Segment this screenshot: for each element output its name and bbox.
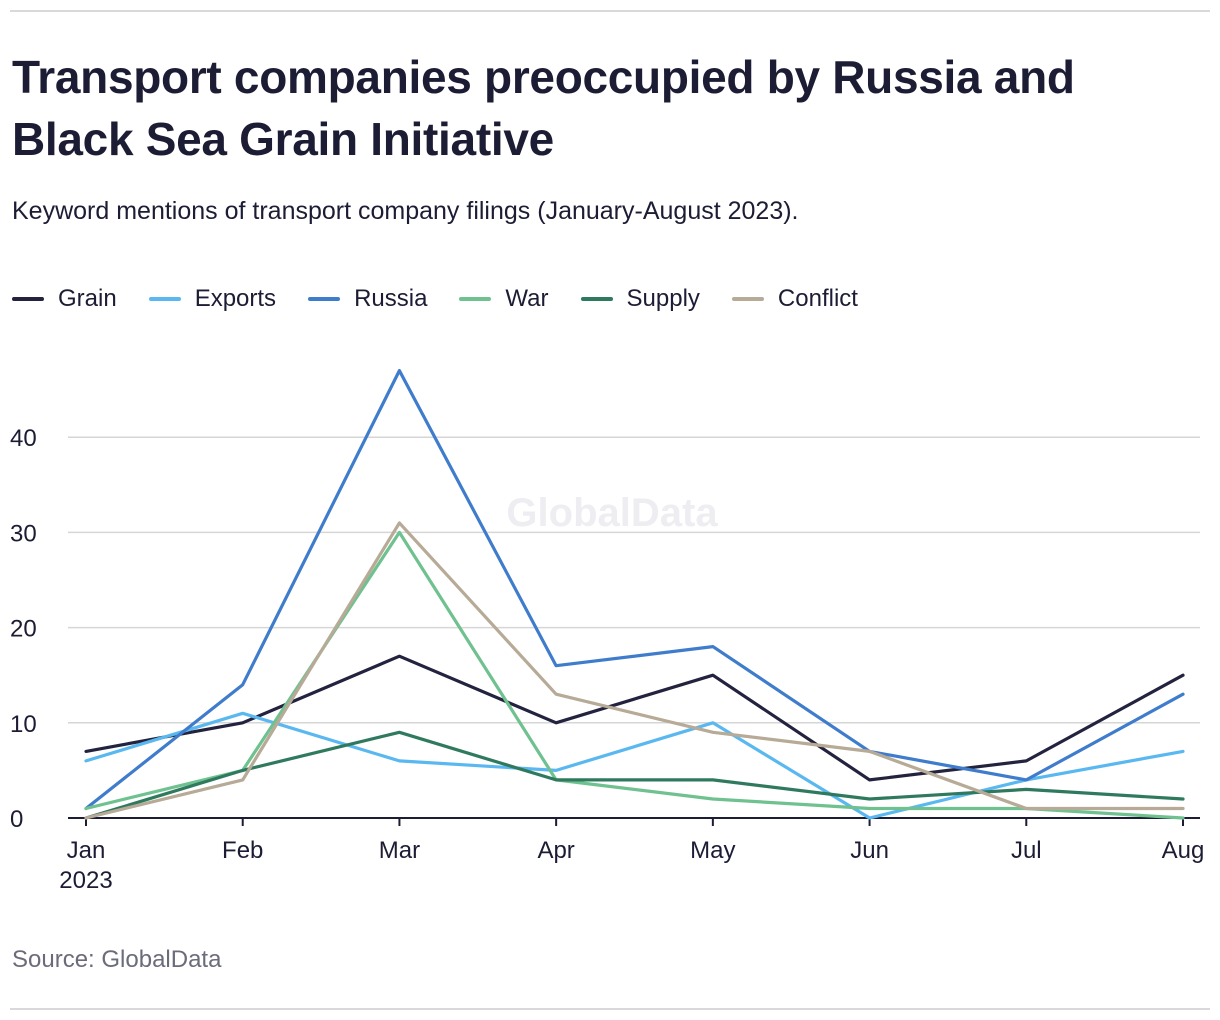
legend-swatch-war	[459, 297, 492, 301]
y-tick-label-10: 10	[10, 711, 37, 738]
line-chart: GlobalData 0 10 20 30 40 Jan 2023 Feb Mar Apr May…	[10, 368, 1205, 894]
legend-swatch-grain	[12, 297, 44, 301]
x-tick-label-apr: Apr	[537, 837, 574, 864]
watermark: GlobalData	[506, 491, 718, 535]
y-tick-label-20: 20	[10, 616, 37, 643]
legend-swatch-supply	[580, 297, 613, 301]
legend-swatch-russia	[308, 297, 341, 301]
legend-label-exports: Exports	[194, 285, 277, 312]
legend-label-supply: Supply	[626, 285, 700, 312]
y-tick-label-30: 30	[10, 520, 37, 547]
series-line-war	[84, 530, 1185, 820]
chart-title: Transport companies preoccupied by Russi…	[12, 51, 1075, 165]
y-tick-label-40: 40	[10, 425, 37, 452]
legend-label-grain: Grain	[58, 285, 117, 312]
grid-lines	[68, 436, 1200, 724]
series-line-russia	[84, 368, 1185, 811]
x-tick-sublabel-year: 2023	[59, 867, 112, 894]
legend-label-russia: Russia	[354, 285, 428, 312]
legend-item-exports: Exports	[148, 284, 277, 314]
legend-label-conflict: Conflict	[777, 285, 858, 312]
x-tick-label-mar: Mar	[379, 837, 420, 864]
series-line-supply	[84, 730, 1185, 820]
series-lines	[84, 368, 1185, 820]
x-tick-label-feb: Feb	[222, 837, 263, 864]
legend-item-russia: Russia	[308, 284, 427, 314]
source-note: Source: GlobalData	[12, 946, 222, 973]
bottom-divider	[10, 1008, 1210, 1010]
y-tick-label-0: 0	[10, 806, 23, 833]
x-tick-label-may: May	[690, 837, 735, 864]
y-axis: 0 10 20 30 40	[10, 425, 37, 833]
x-tick-label-aug: Aug	[1162, 837, 1205, 864]
x-tick-label-jan: Jan	[67, 837, 106, 864]
x-tick-label-jun: Jun	[850, 837, 889, 864]
x-tick-label-jul: Jul	[1011, 837, 1042, 864]
series-line-conflict	[84, 521, 1185, 820]
x-axis: Jan 2023 Feb Mar Apr May Jun Jul Aug	[59, 817, 1205, 894]
legend-item-grain: Grain	[12, 284, 117, 314]
legend-label-war: War	[505, 285, 549, 312]
legend-swatch-conflict	[731, 297, 764, 301]
series-line-grain	[84, 654, 1185, 782]
legend-item-supply: Supply	[580, 284, 700, 314]
chart-subtitle: Keyword mentions of transport company fi…	[12, 197, 799, 225]
chart-legend: Grain Exports Russia War Supply Conflict	[12, 282, 890, 316]
series-line-exports	[84, 711, 1185, 820]
legend-swatch-exports	[148, 297, 181, 301]
legend-item-conflict: Conflict	[731, 284, 858, 314]
top-divider	[10, 10, 1210, 12]
legend-item-war: War	[459, 284, 549, 314]
